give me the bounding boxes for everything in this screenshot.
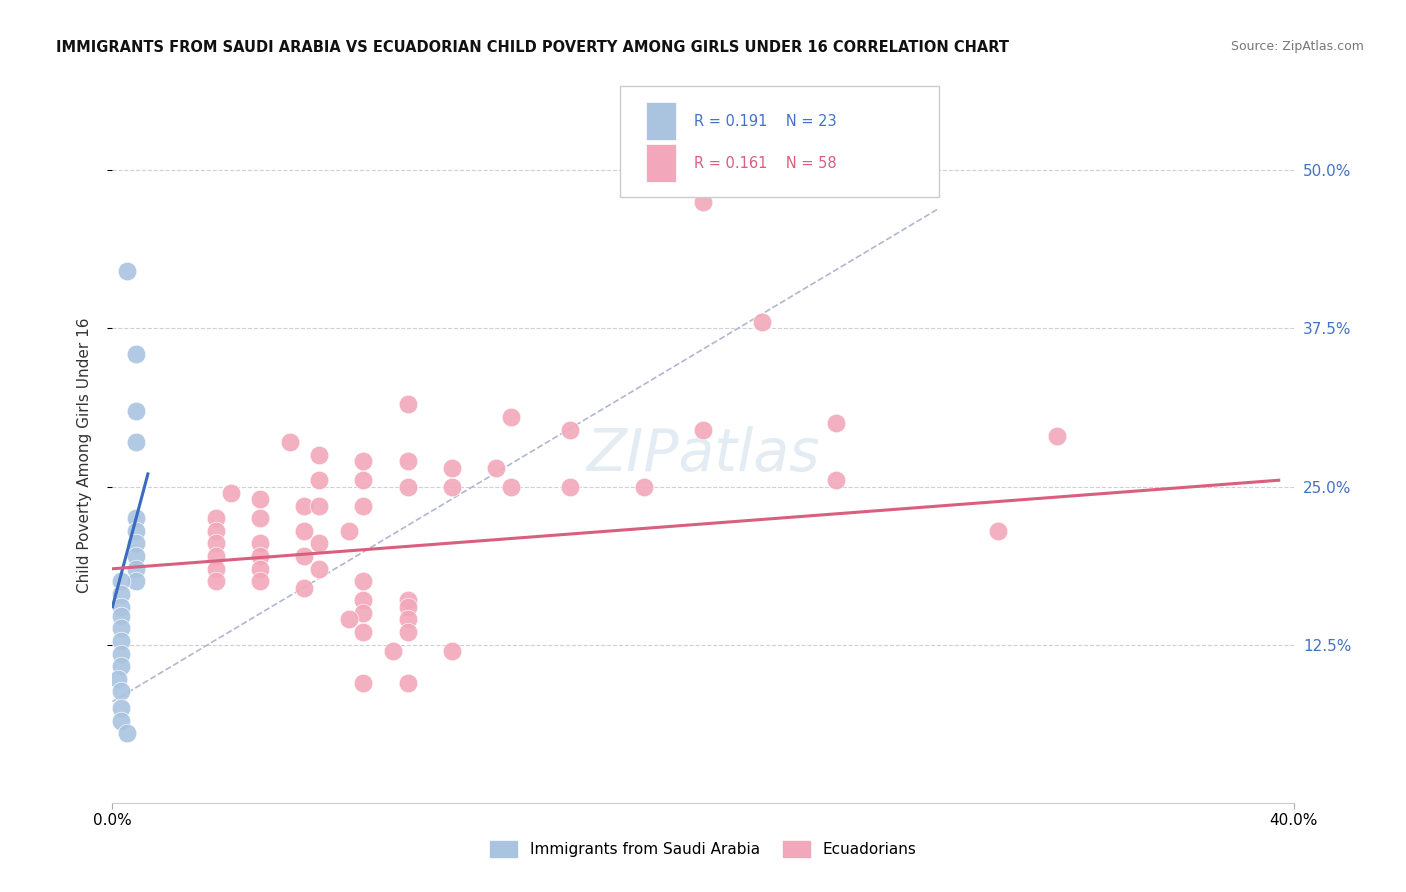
Point	[396, 675, 419, 690]
Text: R = 0.161    N = 58: R = 0.161 N = 58	[693, 155, 837, 170]
Point	[441, 460, 464, 475]
Point	[396, 599, 419, 614]
Point	[125, 562, 148, 576]
Point	[308, 448, 330, 462]
Point	[110, 633, 132, 648]
Point	[1046, 429, 1069, 443]
Point	[352, 499, 374, 513]
Point	[125, 574, 148, 589]
Point	[692, 194, 714, 209]
Point	[308, 473, 330, 487]
Point	[249, 492, 271, 507]
Point	[501, 479, 523, 493]
FancyBboxPatch shape	[620, 87, 939, 197]
Point	[249, 536, 271, 550]
Point	[125, 347, 148, 361]
Point	[110, 608, 132, 623]
Point	[824, 417, 846, 431]
Text: IMMIGRANTS FROM SAUDI ARABIA VS ECUADORIAN CHILD POVERTY AMONG GIRLS UNDER 16 CO: IMMIGRANTS FROM SAUDI ARABIA VS ECUADORI…	[56, 40, 1010, 55]
Point	[125, 403, 148, 417]
Point	[125, 435, 148, 450]
Point	[352, 593, 374, 607]
Point	[110, 574, 132, 589]
Text: ZIPatlas: ZIPatlas	[586, 426, 820, 483]
Point	[249, 549, 271, 563]
Point	[501, 409, 523, 424]
Point	[824, 473, 846, 487]
Point	[292, 581, 315, 595]
Point	[558, 423, 582, 437]
Point	[205, 562, 228, 576]
Point	[110, 647, 132, 661]
Point	[987, 524, 1010, 538]
Point	[292, 549, 315, 563]
Point	[308, 562, 330, 576]
Point	[117, 264, 138, 278]
Point	[110, 599, 132, 614]
Point	[110, 684, 132, 698]
Point	[352, 574, 374, 589]
Point	[558, 479, 582, 493]
Point	[110, 587, 132, 601]
Point	[292, 524, 315, 538]
Point	[278, 435, 301, 450]
Point	[125, 511, 148, 525]
Point	[396, 479, 419, 493]
Point	[125, 536, 148, 550]
Point	[352, 675, 374, 690]
Point	[205, 536, 228, 550]
Point	[205, 511, 228, 525]
Point	[337, 524, 360, 538]
Point	[396, 454, 419, 468]
Point	[352, 625, 374, 640]
Point	[110, 714, 132, 728]
Point	[382, 644, 405, 658]
Point	[117, 726, 138, 740]
Point	[292, 499, 315, 513]
Point	[308, 499, 330, 513]
Point	[352, 473, 374, 487]
Point	[219, 486, 242, 500]
Point	[107, 672, 129, 686]
Point	[396, 397, 419, 411]
Point	[396, 625, 419, 640]
Point	[249, 511, 271, 525]
Point	[485, 460, 508, 475]
Text: R = 0.191    N = 23: R = 0.191 N = 23	[693, 114, 837, 128]
Point	[396, 612, 419, 626]
Point	[352, 454, 374, 468]
Point	[249, 574, 271, 589]
Point	[205, 574, 228, 589]
Point	[249, 562, 271, 576]
Point	[441, 479, 464, 493]
Point	[441, 644, 464, 658]
Point	[110, 659, 132, 673]
Bar	[647, 103, 676, 140]
Point	[125, 524, 148, 538]
Legend: Immigrants from Saudi Arabia, Ecuadorians: Immigrants from Saudi Arabia, Ecuadorian…	[482, 833, 924, 864]
Point	[352, 606, 374, 620]
Point	[308, 536, 330, 550]
Point	[751, 315, 773, 329]
Y-axis label: Child Poverty Among Girls Under 16: Child Poverty Among Girls Under 16	[77, 318, 91, 592]
Point	[205, 524, 228, 538]
Point	[396, 593, 419, 607]
Text: Source: ZipAtlas.com: Source: ZipAtlas.com	[1230, 40, 1364, 54]
Point	[337, 612, 360, 626]
Bar	[647, 144, 676, 182]
Point	[110, 621, 132, 635]
Point	[205, 549, 228, 563]
Point	[110, 701, 132, 715]
Point	[692, 423, 714, 437]
Point	[125, 549, 148, 563]
Point	[633, 479, 655, 493]
